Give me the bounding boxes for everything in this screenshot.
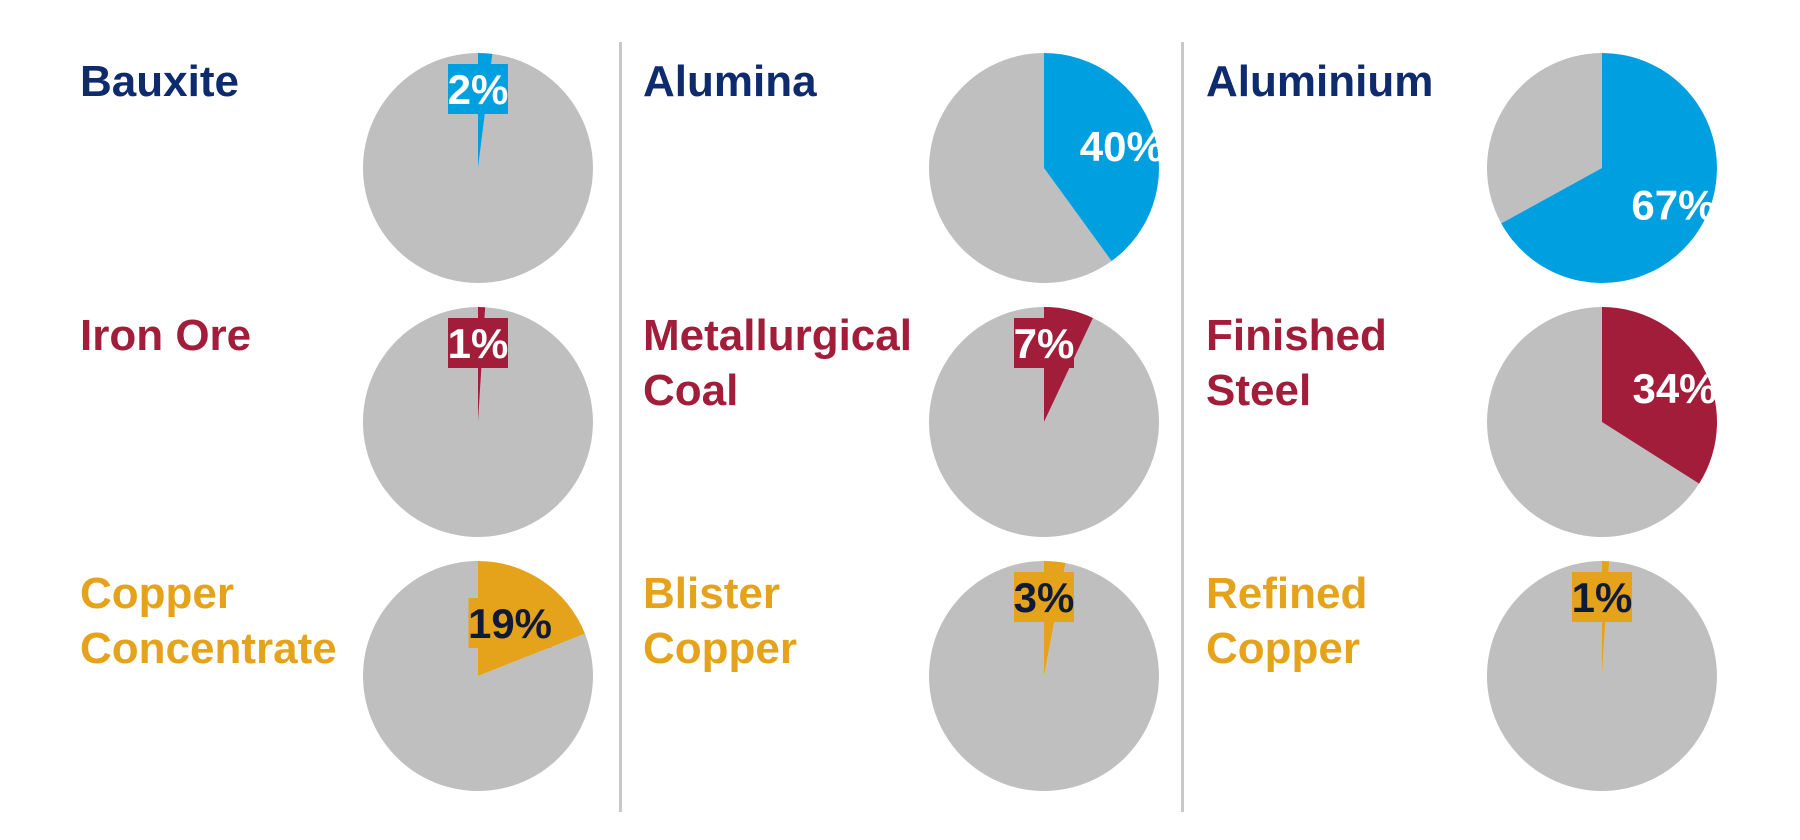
pie-label-box-iron-ore [448, 318, 508, 368]
pie-chart-metallurgical-coal: 7% [929, 307, 1160, 537]
pie-chart-bauxite: 2% [362, 53, 593, 283]
pie-label-box-bauxite [448, 64, 508, 114]
pie-chart-finished-steel: 34% [1487, 307, 1718, 537]
pie-title-metallurgical-coal: Metallurgical Coal [643, 311, 912, 415]
pie-slice-aluminium-share [1501, 53, 1717, 283]
pie-slice-alumina-remainder [929, 53, 1112, 283]
pie-title-iron-ore: Iron Ore [80, 311, 252, 360]
pie-label-box-copper-concentrate [468, 598, 552, 648]
pie-slice-iron-ore-remainder [362, 306, 593, 537]
pie-chart-aluminium: 67% [1486, 53, 1717, 283]
pie-label-refined-copper: 1% [1572, 574, 1633, 621]
pie-title-copper-concentrate: Copper Concentrate [80, 569, 337, 673]
pie-label-metallurgical-coal: 7% [1014, 320, 1075, 367]
pie-slice-finished-steel-share [1602, 307, 1718, 484]
pie-title-bauxite: Bauxite [80, 57, 239, 106]
pie-slice-aluminium-remainder [1486, 53, 1602, 224]
pie-slice-bauxite-remainder [362, 53, 593, 283]
pie-label-iron-ore: 1% [448, 320, 509, 367]
pie-chart-copper-concentrate: 19% [362, 561, 593, 791]
pie-label-aluminium: 67% [1631, 181, 1715, 228]
pie-chart-blister-copper: 3% [928, 561, 1159, 791]
pie-slice-copper-concentrate-remainder [362, 561, 593, 791]
pie-slice-metallurgical-coal-remainder [929, 307, 1160, 537]
pie-slice-alumina-share [1044, 53, 1160, 262]
pie-title-refined-copper: Refined Copper [1206, 569, 1368, 673]
pie-chart-alumina: 40% [929, 53, 1164, 283]
pie-title-alumina: Alumina [643, 57, 817, 106]
pie-title-finished-steel: Finished Steel [1206, 311, 1387, 415]
column-divider-1 [619, 42, 622, 812]
pie-slice-blister-copper-remainder [928, 561, 1159, 791]
column-divider-2 [1181, 42, 1184, 812]
pie-label-box-metallurgical-coal [1014, 318, 1074, 368]
pie-slice-finished-steel-remainder [1487, 307, 1700, 537]
pie-label-finished-steel: 34% [1632, 365, 1716, 412]
pie-chart-refined-copper: 1% [1486, 561, 1717, 791]
pie-slice-refined-copper-remainder [1486, 561, 1717, 791]
pie-chart-iron-ore: 1% [362, 306, 593, 537]
pie-label-alumina: 40% [1080, 123, 1164, 170]
pie-title-blister-copper: Blister Copper [643, 569, 797, 673]
pie-label-bauxite: 2% [448, 66, 509, 113]
pie-label-box-refined-copper [1572, 572, 1632, 622]
pie-label-blister-copper: 3% [1014, 574, 1075, 621]
pie-label-box-blister-copper [1014, 572, 1074, 622]
pie-title-aluminium: Aluminium [1206, 57, 1434, 106]
pie-label-copper-concentrate: 19% [468, 600, 552, 647]
